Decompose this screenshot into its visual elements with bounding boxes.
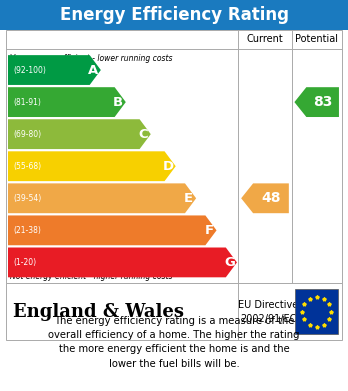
- Text: 83: 83: [313, 95, 332, 109]
- Text: (1-20): (1-20): [13, 258, 36, 267]
- Polygon shape: [241, 183, 289, 213]
- Bar: [0, 0, 348, 30]
- Polygon shape: [8, 151, 176, 181]
- Text: F: F: [204, 224, 213, 237]
- Text: A: A: [88, 64, 98, 77]
- Polygon shape: [8, 215, 216, 245]
- Polygon shape: [8, 119, 151, 149]
- Polygon shape: [8, 55, 101, 85]
- Text: The energy efficiency rating is a measure of the
overall efficiency of a home. T: The energy efficiency rating is a measur…: [48, 316, 300, 369]
- Text: Not energy efficient - higher running costs: Not energy efficient - higher running co…: [10, 272, 173, 281]
- Text: England & Wales: England & Wales: [13, 303, 184, 321]
- Text: (21-38): (21-38): [13, 226, 41, 235]
- Text: E: E: [184, 192, 193, 205]
- Bar: [295, 289, 338, 334]
- Text: G: G: [224, 256, 235, 269]
- Text: Potential: Potential: [295, 34, 338, 45]
- Bar: [6, 283, 342, 340]
- Text: EU Directive
2002/91/EC: EU Directive 2002/91/EC: [238, 300, 299, 324]
- Text: (39-54): (39-54): [13, 194, 41, 203]
- Polygon shape: [8, 248, 237, 277]
- Text: (55-68): (55-68): [13, 162, 41, 171]
- Text: Very energy efficient - lower running costs: Very energy efficient - lower running co…: [10, 54, 173, 63]
- Text: Current: Current: [247, 34, 283, 45]
- Text: C: C: [138, 128, 148, 141]
- Text: B: B: [113, 96, 123, 109]
- Text: (69-80): (69-80): [13, 130, 41, 139]
- Text: (92-100): (92-100): [13, 66, 46, 75]
- Polygon shape: [8, 183, 196, 213]
- Polygon shape: [294, 87, 339, 117]
- Text: 48: 48: [261, 191, 281, 205]
- Text: Energy Efficiency Rating: Energy Efficiency Rating: [60, 6, 288, 24]
- Text: (81-91): (81-91): [13, 98, 41, 107]
- Polygon shape: [8, 87, 126, 117]
- Text: D: D: [163, 160, 174, 173]
- Bar: [6, 30, 342, 283]
